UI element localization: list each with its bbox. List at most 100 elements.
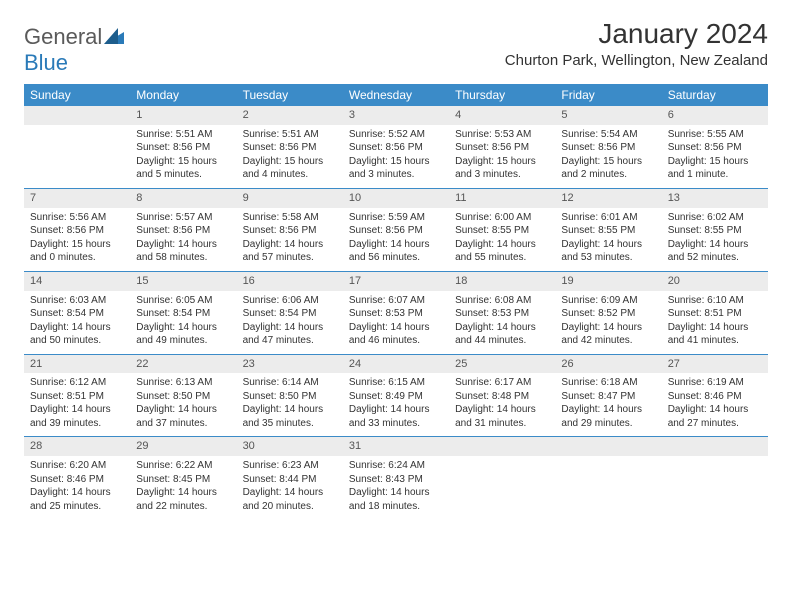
sunset-text: Sunset: 8:54 PM <box>243 307 337 321</box>
day-body: Sunrise: 6:18 AMSunset: 8:47 PMDaylight:… <box>555 373 661 436</box>
calendar-page: GeneralBlue January 2024 Churton Park, W… <box>0 0 792 537</box>
sunrise-text: Sunrise: 6:09 AM <box>561 294 655 308</box>
sunset-text: Sunset: 8:55 PM <box>668 224 762 238</box>
daylight-text: Daylight: 15 hours and 4 minutes. <box>243 155 337 182</box>
daylight-text: Daylight: 14 hours and 39 minutes. <box>30 403 124 430</box>
day-cell-19: 19Sunrise: 6:09 AMSunset: 8:52 PMDayligh… <box>555 271 661 354</box>
daylight-text: Daylight: 14 hours and 55 minutes. <box>455 238 549 265</box>
sunrise-text: Sunrise: 5:52 AM <box>349 128 443 142</box>
day-cell-20: 20Sunrise: 6:10 AMSunset: 8:51 PMDayligh… <box>662 271 768 354</box>
day-number: 12 <box>555 189 661 208</box>
daylight-text: Daylight: 14 hours and 52 minutes. <box>668 238 762 265</box>
sunrise-text: Sunrise: 5:59 AM <box>349 211 443 225</box>
sunset-text: Sunset: 8:47 PM <box>561 390 655 404</box>
daylight-text: Daylight: 14 hours and 31 minutes. <box>455 403 549 430</box>
sunset-text: Sunset: 8:51 PM <box>668 307 762 321</box>
sunrise-text: Sunrise: 5:56 AM <box>30 211 124 225</box>
sunset-text: Sunset: 8:45 PM <box>136 473 230 487</box>
sunrise-text: Sunrise: 6:03 AM <box>30 294 124 308</box>
day-cell-23: 23Sunrise: 6:14 AMSunset: 8:50 PMDayligh… <box>237 354 343 437</box>
day-cell-7: 7Sunrise: 5:56 AMSunset: 8:56 PMDaylight… <box>24 188 130 271</box>
calendar-week: 28Sunrise: 6:20 AMSunset: 8:46 PMDayligh… <box>24 437 768 519</box>
day-number: 15 <box>130 272 236 291</box>
sunset-text: Sunset: 8:53 PM <box>455 307 549 321</box>
weekday-tuesday: Tuesday <box>237 84 343 106</box>
day-body: Sunrise: 6:02 AMSunset: 8:55 PMDaylight:… <box>662 208 768 271</box>
day-cell-22: 22Sunrise: 6:13 AMSunset: 8:50 PMDayligh… <box>130 354 236 437</box>
daylight-text: Daylight: 14 hours and 22 minutes. <box>136 486 230 513</box>
day-body: Sunrise: 5:51 AMSunset: 8:56 PMDaylight:… <box>130 125 236 188</box>
day-number: 29 <box>130 437 236 456</box>
daylight-text: Daylight: 14 hours and 27 minutes. <box>668 403 762 430</box>
day-body: Sunrise: 6:10 AMSunset: 8:51 PMDaylight:… <box>662 291 768 354</box>
daylight-text: Daylight: 14 hours and 58 minutes. <box>136 238 230 265</box>
day-number: 17 <box>343 272 449 291</box>
day-body: Sunrise: 6:20 AMSunset: 8:46 PMDaylight:… <box>24 456 130 519</box>
logo-icon <box>104 24 124 50</box>
day-cell-30: 30Sunrise: 6:23 AMSunset: 8:44 PMDayligh… <box>237 437 343 519</box>
sunrise-text: Sunrise: 5:58 AM <box>243 211 337 225</box>
day-number: 5 <box>555 106 661 125</box>
sunrise-text: Sunrise: 6:14 AM <box>243 376 337 390</box>
day-body: Sunrise: 6:17 AMSunset: 8:48 PMDaylight:… <box>449 373 555 436</box>
day-number: 24 <box>343 355 449 374</box>
daylight-text: Daylight: 14 hours and 37 minutes. <box>136 403 230 430</box>
daylight-text: Daylight: 14 hours and 42 minutes. <box>561 321 655 348</box>
day-body: Sunrise: 6:03 AMSunset: 8:54 PMDaylight:… <box>24 291 130 354</box>
sunset-text: Sunset: 8:56 PM <box>455 141 549 155</box>
sunrise-text: Sunrise: 6:00 AM <box>455 211 549 225</box>
day-cell-11: 11Sunrise: 6:00 AMSunset: 8:55 PMDayligh… <box>449 188 555 271</box>
daylight-text: Daylight: 14 hours and 20 minutes. <box>243 486 337 513</box>
daylight-text: Daylight: 15 hours and 3 minutes. <box>349 155 443 182</box>
logo-text: GeneralBlue <box>24 24 124 76</box>
logo-text-blue: Blue <box>24 50 68 75</box>
sunset-text: Sunset: 8:56 PM <box>668 141 762 155</box>
day-cell-14: 14Sunrise: 6:03 AMSunset: 8:54 PMDayligh… <box>24 271 130 354</box>
weekday-friday: Friday <box>555 84 661 106</box>
day-body: Sunrise: 5:55 AMSunset: 8:56 PMDaylight:… <box>662 125 768 188</box>
day-cell-24: 24Sunrise: 6:15 AMSunset: 8:49 PMDayligh… <box>343 354 449 437</box>
logo-text-gray: General <box>24 24 102 49</box>
sunset-text: Sunset: 8:46 PM <box>30 473 124 487</box>
sunset-text: Sunset: 8:55 PM <box>561 224 655 238</box>
location: Churton Park, Wellington, New Zealand <box>505 52 768 69</box>
day-body: Sunrise: 6:09 AMSunset: 8:52 PMDaylight:… <box>555 291 661 354</box>
day-body: Sunrise: 5:54 AMSunset: 8:56 PMDaylight:… <box>555 125 661 188</box>
sunrise-text: Sunrise: 6:12 AM <box>30 376 124 390</box>
sunrise-text: Sunrise: 5:57 AM <box>136 211 230 225</box>
day-number: 28 <box>24 437 130 456</box>
day-number: 8 <box>130 189 236 208</box>
day-number: 7 <box>24 189 130 208</box>
sunset-text: Sunset: 8:53 PM <box>349 307 443 321</box>
day-cell-27: 27Sunrise: 6:19 AMSunset: 8:46 PMDayligh… <box>662 354 768 437</box>
day-number: 10 <box>343 189 449 208</box>
day-body: Sunrise: 5:59 AMSunset: 8:56 PMDaylight:… <box>343 208 449 271</box>
day-number: 26 <box>555 355 661 374</box>
day-body: Sunrise: 6:00 AMSunset: 8:55 PMDaylight:… <box>449 208 555 271</box>
sunrise-text: Sunrise: 5:54 AM <box>561 128 655 142</box>
weekday-monday: Monday <box>130 84 236 106</box>
weekday-header-row: SundayMondayTuesdayWednesdayThursdayFrid… <box>24 84 768 106</box>
calendar-week: 1Sunrise: 5:51 AMSunset: 8:56 PMDaylight… <box>24 106 768 188</box>
day-body: Sunrise: 6:01 AMSunset: 8:55 PMDaylight:… <box>555 208 661 271</box>
day-cell-3: 3Sunrise: 5:52 AMSunset: 8:56 PMDaylight… <box>343 106 449 188</box>
day-cell-12: 12Sunrise: 6:01 AMSunset: 8:55 PMDayligh… <box>555 188 661 271</box>
daylight-text: Daylight: 14 hours and 44 minutes. <box>455 321 549 348</box>
day-number: 11 <box>449 189 555 208</box>
sunset-text: Sunset: 8:50 PM <box>243 390 337 404</box>
weekday-saturday: Saturday <box>662 84 768 106</box>
day-body: Sunrise: 6:06 AMSunset: 8:54 PMDaylight:… <box>237 291 343 354</box>
daylight-text: Daylight: 14 hours and 47 minutes. <box>243 321 337 348</box>
sunrise-text: Sunrise: 6:10 AM <box>668 294 762 308</box>
calendar-week: 21Sunrise: 6:12 AMSunset: 8:51 PMDayligh… <box>24 354 768 437</box>
daylight-text: Daylight: 14 hours and 41 minutes. <box>668 321 762 348</box>
sunrise-text: Sunrise: 6:23 AM <box>243 459 337 473</box>
calendar-table: SundayMondayTuesdayWednesdayThursdayFrid… <box>24 84 768 519</box>
day-number: 3 <box>343 106 449 125</box>
sunrise-text: Sunrise: 6:05 AM <box>136 294 230 308</box>
day-body: Sunrise: 6:24 AMSunset: 8:43 PMDaylight:… <box>343 456 449 519</box>
day-body: Sunrise: 6:22 AMSunset: 8:45 PMDaylight:… <box>130 456 236 519</box>
day-cell-4: 4Sunrise: 5:53 AMSunset: 8:56 PMDaylight… <box>449 106 555 188</box>
logo: GeneralBlue <box>24 24 124 76</box>
sunrise-text: Sunrise: 6:01 AM <box>561 211 655 225</box>
